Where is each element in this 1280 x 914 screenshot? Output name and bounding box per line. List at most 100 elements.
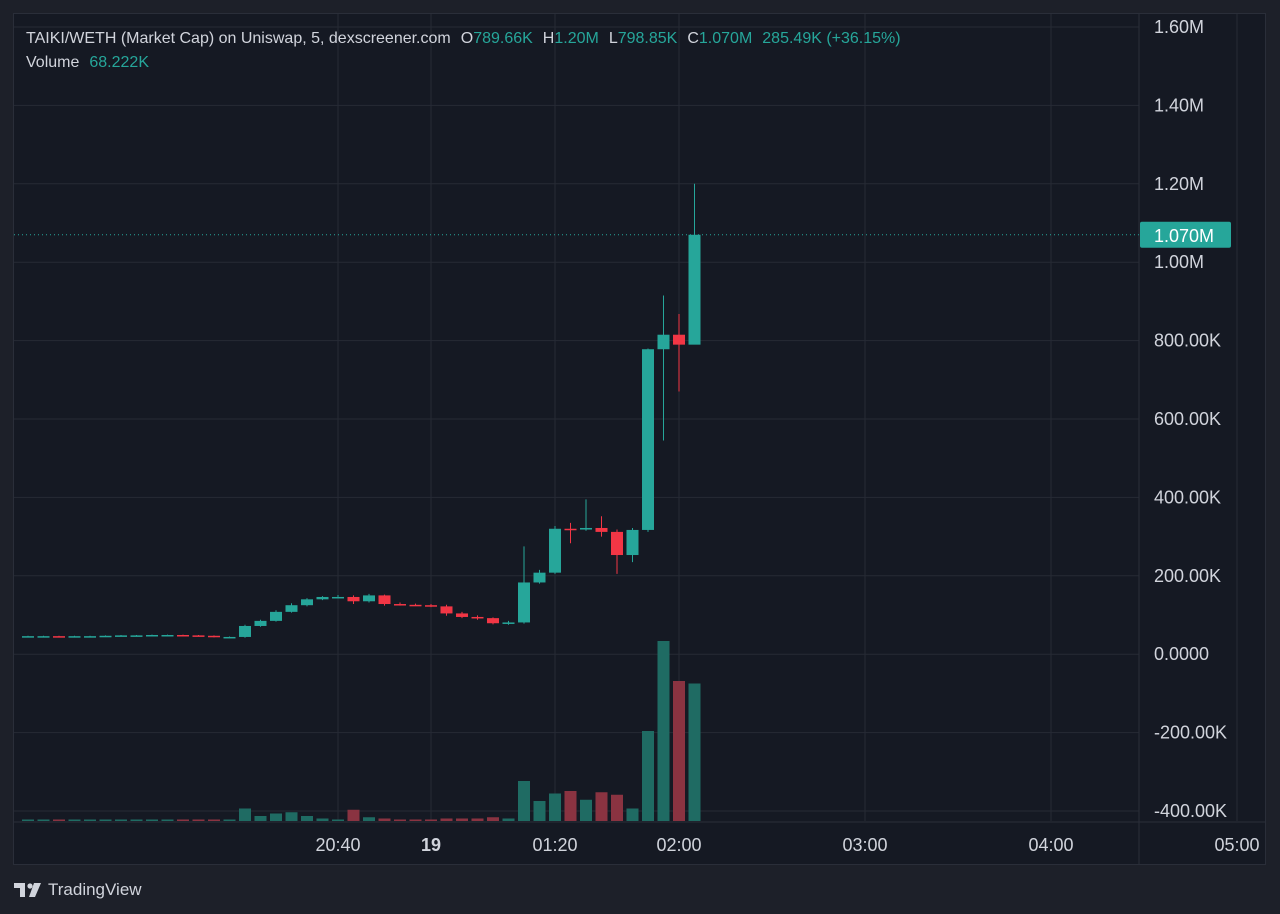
volume-bar xyxy=(161,819,174,821)
candle-body xyxy=(37,636,50,638)
candle-body xyxy=(177,634,189,637)
volume-bar xyxy=(580,799,592,821)
volume-bar xyxy=(84,819,96,821)
candle-body xyxy=(347,596,360,602)
volume-bar xyxy=(99,819,112,821)
volume-bar xyxy=(146,819,158,821)
volume-bar xyxy=(425,819,437,821)
price-tick-label: -200.00K xyxy=(1154,723,1227,743)
candle-body xyxy=(425,605,437,607)
volume-bar xyxy=(68,819,81,821)
volume-label: Volume xyxy=(26,54,80,71)
volume-bar xyxy=(378,818,391,821)
price-tick-label: 400.00K xyxy=(1154,487,1221,507)
candle-body xyxy=(440,606,453,614)
volume-bar xyxy=(192,819,205,821)
last-price-label: 1.070M xyxy=(1154,226,1214,246)
high-value: 1.20M xyxy=(554,30,599,47)
close-value: 1.070M xyxy=(698,30,753,47)
volume-bar xyxy=(332,819,344,821)
price-tick-label: -400.00K xyxy=(1154,801,1227,821)
volume-bar xyxy=(208,819,220,821)
time-tick-label: 04:00 xyxy=(1028,835,1073,855)
volume-value: 68.222K xyxy=(89,54,149,71)
price-tick-label: 200.00K xyxy=(1154,566,1221,586)
price-tick-label: 1.40M xyxy=(1154,95,1204,115)
ohlc-legend: TAIKI/WETH (Market Cap) on Uniswap, 5, d… xyxy=(26,27,911,75)
candle-body xyxy=(518,582,530,623)
price-tick-label: 1.00M xyxy=(1154,252,1204,272)
candle-body xyxy=(642,349,654,530)
candle-body xyxy=(688,234,701,345)
candle-body xyxy=(456,613,468,617)
open-value: 789.66K xyxy=(473,30,533,47)
volume-bar xyxy=(347,809,360,821)
candle-body xyxy=(378,595,391,605)
candle-body xyxy=(115,635,127,637)
candlestick-chart[interactable]: 1.60M 1.40M 1.20M 1.00M 800.00K 600.00K 400.00… xyxy=(14,14,1265,864)
time-tick-label: 19 xyxy=(421,835,441,855)
tradingview-attribution[interactable]: TradingView xyxy=(14,878,142,902)
candle-body xyxy=(502,622,515,624)
volume-bar xyxy=(456,818,468,821)
price-tick-label: 0.0000 xyxy=(1154,644,1209,664)
price-tick-label: 1.20M xyxy=(1154,174,1204,194)
last-price-tag xyxy=(1140,221,1231,248)
volume-bar xyxy=(394,819,406,821)
candle-body xyxy=(161,634,174,637)
volume-bar xyxy=(564,791,577,821)
chart-panel[interactable]: 1.60M 1.40M 1.20M 1.00M 800.00K 600.00K 400.00… xyxy=(13,13,1266,865)
candle-body xyxy=(22,636,34,638)
candle-body xyxy=(223,636,236,639)
volume-bar xyxy=(254,816,267,821)
volume-bar xyxy=(518,781,530,821)
candle-body xyxy=(533,572,546,583)
volume-bar xyxy=(285,812,298,821)
volume-bar xyxy=(316,818,329,821)
candle-body xyxy=(595,527,608,532)
volume-bar xyxy=(673,681,685,821)
time-tick-label: 05:00 xyxy=(1214,835,1259,855)
volume-bar xyxy=(130,819,143,821)
time-tick-label: 03:00 xyxy=(842,835,887,855)
volume-bar xyxy=(595,792,608,821)
volume-bar xyxy=(409,819,422,821)
volume-bar xyxy=(471,818,484,821)
volume-bar xyxy=(657,641,670,821)
candle-body xyxy=(301,599,313,606)
low-value: 798.85K xyxy=(617,30,678,47)
price-tick-label: 800.00K xyxy=(1154,331,1221,351)
volume-bar xyxy=(626,808,639,821)
volume-bar xyxy=(642,731,654,821)
high-label: H xyxy=(542,30,555,47)
candle-body xyxy=(285,605,298,612)
symbol-label: TAIKI/WETH (Market Cap) on Uniswap, 5, d… xyxy=(26,30,451,47)
candle-body xyxy=(68,636,81,638)
price-tick-label: 1.60M xyxy=(1154,17,1204,37)
open-label: O xyxy=(460,30,474,47)
volume-bar xyxy=(440,818,453,821)
volume-bar xyxy=(533,801,546,821)
tradingview-brand: TradingView xyxy=(48,880,142,899)
candle-body xyxy=(363,595,375,602)
volume-bar xyxy=(363,817,375,821)
candle-body xyxy=(239,625,251,637)
candle-body xyxy=(332,596,344,599)
ohlc-row: TAIKI/WETH (Market Cap) on Uniswap, 5, d… xyxy=(26,27,911,51)
time-tick-label: 20:40 xyxy=(315,835,360,855)
volume-bar xyxy=(688,683,701,821)
close-label: C xyxy=(687,30,699,47)
volume-bar xyxy=(53,819,65,821)
candle-body xyxy=(487,618,499,624)
volume-bar xyxy=(270,813,282,821)
volume-row: Volume 68.222K xyxy=(26,51,911,75)
candle-body xyxy=(53,636,65,638)
candle-body xyxy=(208,635,220,638)
time-tick-label: 01:20 xyxy=(532,835,577,855)
volume-bar xyxy=(502,818,515,821)
candle-body xyxy=(611,531,623,556)
candle-body xyxy=(564,528,577,531)
candle-body xyxy=(626,529,639,556)
candle-body xyxy=(146,634,158,637)
candle-body xyxy=(657,334,670,350)
